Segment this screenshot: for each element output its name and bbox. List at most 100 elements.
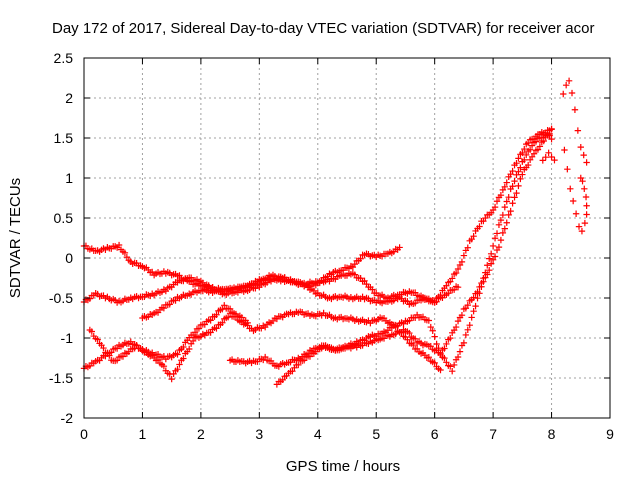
data-point <box>583 202 590 209</box>
data-point <box>569 197 577 205</box>
data-point <box>501 203 508 211</box>
data-point <box>545 149 552 157</box>
data-point <box>511 194 518 201</box>
data-point <box>583 211 590 218</box>
data-point <box>191 329 199 336</box>
data-point <box>568 89 576 97</box>
data-point <box>468 314 475 321</box>
data-point <box>464 301 471 309</box>
data-point <box>515 168 522 175</box>
data-point <box>441 345 448 352</box>
data-point <box>507 207 514 215</box>
data-point <box>454 283 462 291</box>
data-point <box>429 327 436 334</box>
data-point <box>523 151 530 159</box>
data-point <box>532 138 540 145</box>
series-track-c <box>86 308 444 383</box>
data-point <box>519 149 526 157</box>
data-point <box>478 283 485 290</box>
data-point <box>548 125 555 133</box>
data-point <box>513 159 520 167</box>
data-point <box>396 244 403 251</box>
data-point <box>431 333 438 340</box>
data-point <box>480 275 487 282</box>
tick-layer: 0 1 2 3 4 5 6 7 8 9 -2 -1.5 -1 -0.5 0 0.5 1 1.5 2 2.5 <box>49 50 614 442</box>
data-point <box>441 354 448 362</box>
data-point <box>452 323 460 331</box>
x-tick-label: 1 <box>139 426 147 442</box>
x-tick-label: 2 <box>197 426 205 442</box>
series-track-h <box>539 149 558 164</box>
data-point <box>509 200 516 207</box>
data-point <box>425 317 433 324</box>
data-point <box>484 262 491 269</box>
data-point <box>450 286 458 293</box>
data-point <box>417 292 425 299</box>
series-track-j <box>561 146 590 235</box>
grid-layer <box>84 58 610 418</box>
y-tick-label: -1.5 <box>49 370 73 386</box>
data-point <box>180 355 187 362</box>
data-point <box>476 223 483 230</box>
data-point <box>406 329 413 337</box>
data-point <box>509 167 516 175</box>
data-point <box>499 229 507 237</box>
data-point <box>470 307 477 315</box>
data-point <box>489 242 497 250</box>
series-track-f <box>226 125 555 370</box>
series-layer <box>80 77 590 388</box>
data-point <box>548 135 555 143</box>
y-tick-label: 1.5 <box>54 130 74 146</box>
data-point <box>462 331 470 339</box>
data-point <box>443 359 450 366</box>
data-point <box>357 275 364 282</box>
data-point <box>162 287 170 295</box>
data-point <box>410 341 417 349</box>
data-point <box>503 219 510 226</box>
data-point <box>306 353 314 360</box>
data-point <box>486 255 493 262</box>
y-tick-label: 2.5 <box>54 50 74 66</box>
data-point <box>519 171 526 178</box>
y-tick-label: 2 <box>65 90 73 106</box>
data-point <box>551 156 558 164</box>
data-point <box>207 317 214 324</box>
data-point <box>542 153 549 161</box>
data-point <box>582 193 590 201</box>
data-point <box>509 183 516 190</box>
data-point <box>261 353 269 361</box>
data-point <box>574 127 582 134</box>
data-point <box>583 159 590 166</box>
data-point <box>497 236 505 244</box>
data-point <box>437 291 444 299</box>
plot-frame <box>83 57 611 419</box>
series-track-g <box>273 131 555 388</box>
data-point <box>213 311 220 318</box>
data-point <box>581 219 589 227</box>
data-point <box>581 185 588 193</box>
data-point <box>503 179 510 186</box>
data-point <box>174 351 181 358</box>
y-tick-label: -1 <box>61 330 74 346</box>
data-point <box>458 258 466 266</box>
data-point <box>495 243 503 251</box>
data-point <box>172 297 179 304</box>
data-point <box>511 177 518 185</box>
data-point <box>435 344 442 352</box>
data-point <box>567 185 574 193</box>
data-point <box>560 90 567 98</box>
data-point <box>486 267 493 274</box>
data-point <box>437 366 444 374</box>
data-point <box>572 210 580 217</box>
data-point <box>168 375 175 383</box>
data-point <box>517 175 524 183</box>
data-point <box>219 319 226 326</box>
y-tick-label: -2 <box>61 410 74 426</box>
data-point <box>503 198 510 205</box>
data-point <box>186 345 193 353</box>
data-point <box>427 323 434 331</box>
data-point <box>482 269 489 276</box>
data-point <box>113 345 121 352</box>
data-point <box>115 241 123 249</box>
x-tick-label: 4 <box>314 426 322 442</box>
